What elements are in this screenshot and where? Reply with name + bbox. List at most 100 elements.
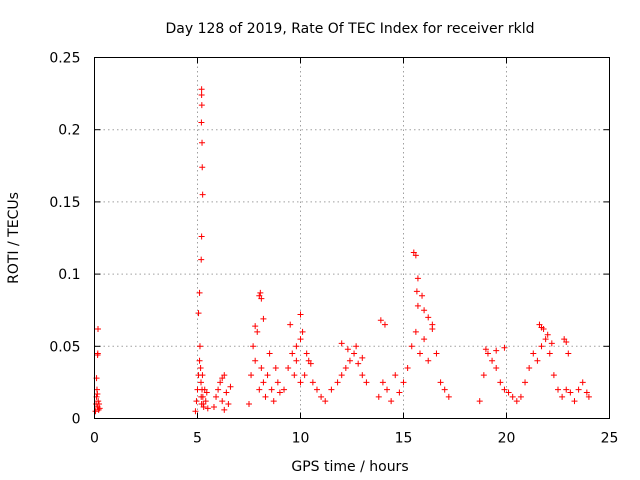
data-point (198, 233, 205, 240)
data-point (379, 379, 386, 386)
data-point (96, 401, 103, 408)
data-point (313, 386, 320, 393)
data-point (412, 328, 419, 335)
data-point (344, 346, 351, 353)
data-point (95, 406, 102, 413)
data-point (285, 364, 292, 371)
data-point (548, 340, 555, 347)
data-point (297, 311, 304, 318)
data-point (301, 372, 308, 379)
y-tick-labels: 0 0.05 0.1 0.15 0.2 0.25 (49, 51, 80, 428)
data-point (268, 386, 275, 393)
y-tick-label: 0.05 (49, 339, 80, 355)
data-point (256, 386, 263, 393)
data-point (493, 364, 500, 371)
data-point (544, 331, 551, 338)
data-point (384, 386, 391, 393)
y-tick-label: 0.2 (58, 123, 80, 139)
data-point (258, 295, 265, 302)
data-point (307, 360, 314, 367)
data-point (227, 383, 234, 390)
data-point (571, 398, 578, 405)
data-point (203, 389, 210, 396)
y-tick-label: 0.25 (49, 51, 80, 67)
data-point (95, 398, 102, 405)
data-point (404, 364, 411, 371)
data-point (421, 336, 428, 343)
data-point (198, 92, 205, 99)
data-point (476, 398, 483, 405)
data-point (199, 164, 206, 171)
data-point (192, 408, 199, 415)
data-points (92, 86, 592, 415)
data-point (303, 350, 310, 357)
data-point (408, 343, 415, 350)
data-point (509, 393, 516, 400)
data-point (204, 405, 211, 412)
data-point (482, 346, 489, 353)
data-point (445, 393, 452, 400)
data-point (213, 393, 220, 400)
data-point (353, 343, 360, 350)
data-point (260, 379, 267, 386)
data-point (258, 364, 265, 371)
data-point (565, 350, 572, 357)
data-point (555, 386, 561, 393)
data-point (414, 275, 421, 282)
data-point (517, 393, 524, 400)
data-point (198, 86, 205, 93)
data-point (480, 372, 487, 379)
data-point (583, 389, 590, 396)
data-point (381, 321, 388, 328)
data-point (297, 336, 304, 343)
data-point (272, 364, 279, 371)
data-point (377, 317, 384, 324)
data-point (493, 347, 500, 354)
data-point (497, 379, 504, 386)
data-point (291, 372, 298, 379)
data-point (270, 398, 277, 405)
data-point (392, 372, 399, 379)
grid (94, 57, 610, 419)
data-point (338, 372, 345, 379)
data-point (254, 328, 261, 335)
data-point (195, 310, 202, 317)
data-point (489, 357, 496, 364)
data-point (260, 315, 267, 322)
data-point (550, 372, 557, 379)
data-point (223, 389, 230, 396)
data-point (297, 379, 304, 386)
data-point (567, 389, 574, 396)
data-point (257, 289, 264, 296)
y-axis-label: ROTI / TECUs (6, 192, 22, 284)
x-tick-label: 20 (498, 431, 516, 447)
data-point (355, 360, 362, 367)
data-point (219, 398, 226, 405)
x-tick-label: 0 (90, 431, 99, 447)
y-tick-label: 0.1 (58, 267, 80, 283)
data-point (287, 321, 294, 328)
data-point (252, 323, 259, 330)
data-point (559, 393, 566, 400)
data-point (217, 379, 224, 386)
data-point (322, 398, 329, 405)
axis-ticks (94, 57, 610, 419)
data-point (484, 350, 491, 357)
data-point (412, 252, 419, 259)
data-point (200, 403, 207, 410)
data-point (413, 288, 420, 295)
data-point (534, 357, 541, 364)
plot-frame (94, 57, 610, 419)
data-point (215, 386, 222, 393)
data-point (351, 350, 358, 357)
data-point (501, 344, 508, 351)
data-point (225, 401, 232, 408)
data-point (433, 350, 440, 357)
data-point (196, 357, 203, 364)
data-point (276, 389, 283, 396)
data-point (221, 406, 228, 413)
data-point (522, 379, 529, 386)
data-point (262, 393, 269, 400)
data-point (538, 343, 545, 350)
